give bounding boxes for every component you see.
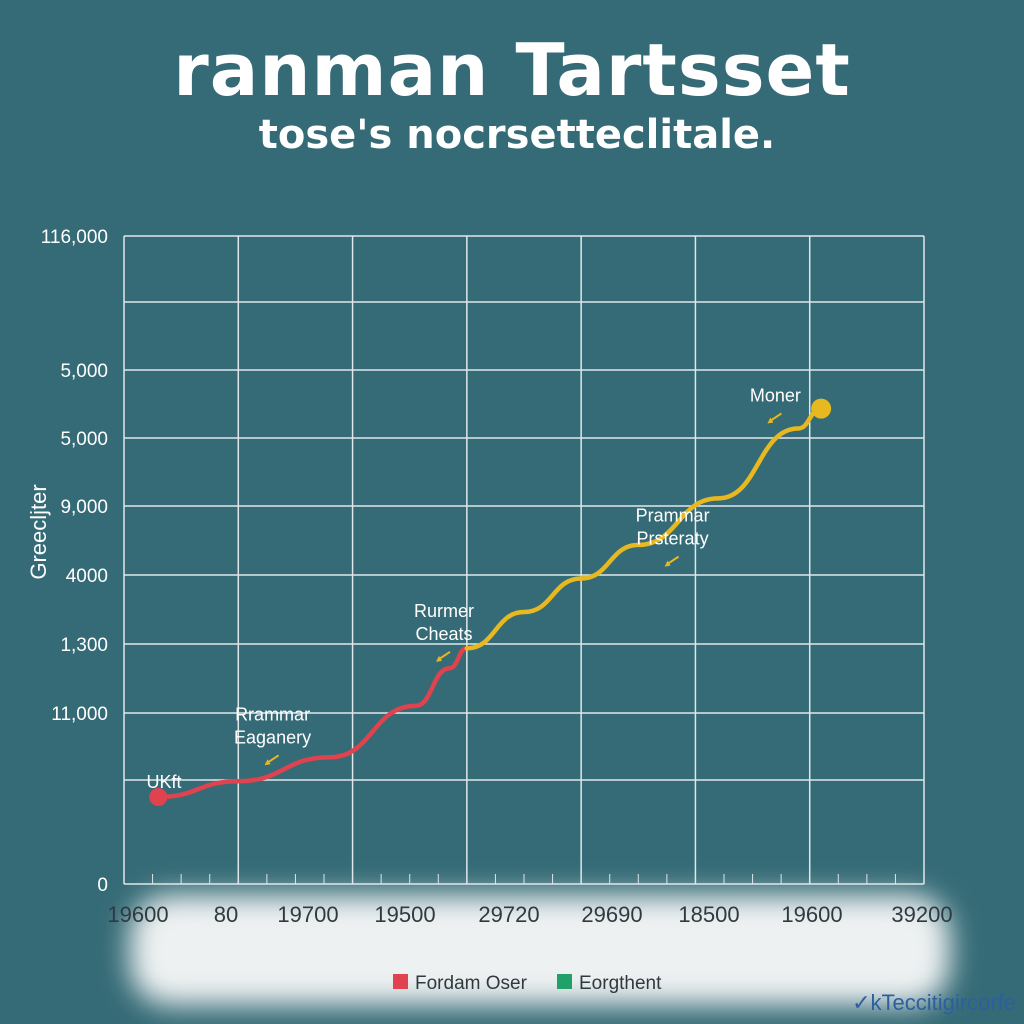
y-tick-label: 0 — [97, 875, 108, 896]
annotation-label: Prsteraty — [637, 529, 709, 549]
y-tick-label: 4000 — [66, 566, 108, 587]
legend-label: Fordam Oser — [415, 973, 528, 994]
annotation: Rrammar Eaganery — [234, 704, 311, 766]
x-tick-label: 19500 — [374, 902, 435, 927]
annotation-label: Rrammar — [235, 704, 310, 724]
x-tick-label: 29720 — [478, 902, 539, 927]
annotation-arrowhead — [767, 417, 774, 424]
annotation-arrowhead — [664, 560, 671, 567]
x-tick-label: 19700 — [277, 902, 338, 927]
y-tick-label: 1,300 — [60, 635, 108, 656]
x-tick-label: 80 — [214, 902, 238, 927]
x-tick-label: 29690 — [581, 902, 642, 927]
series-start-point — [149, 788, 168, 807]
series-line-1 — [156, 646, 470, 800]
legend-swatch — [557, 974, 572, 989]
y-tick-label: 9,000 — [60, 497, 108, 518]
annotation-arrowhead — [436, 655, 442, 662]
series-end-point — [811, 398, 832, 419]
annotation: Rurmer Cheats — [414, 601, 474, 662]
x-tick-label: 19600 — [107, 902, 168, 927]
annotation-label: Moner — [750, 385, 801, 405]
y-tick-label: 116,000 — [41, 227, 108, 248]
watermark-logo: ✓kTeccitigircorfe — [852, 990, 1016, 1015]
chart-subtitle: tose's nocrsettecli­tale. — [258, 112, 776, 158]
annotation: Moner — [750, 385, 801, 424]
bottom-band — [130, 895, 950, 1005]
series-line-2 — [464, 406, 824, 651]
y-tick-label: 5,000 — [60, 361, 108, 382]
annotation-arrowhead — [264, 759, 271, 766]
y-axis-label: Greecljter — [26, 484, 51, 579]
y-tick-label: 5,000 — [60, 429, 108, 450]
x-tick-label: 19600 — [781, 902, 842, 927]
chart-title: ranman Tartsset — [173, 28, 851, 112]
legend-swatch — [393, 974, 408, 989]
annotation-label: UKft — [146, 772, 181, 792]
annotation: Prammar Prsteraty — [636, 506, 710, 567]
y-tick-label: 11,000 — [51, 704, 108, 725]
legend-label: Eorgthent — [579, 973, 662, 994]
annotation-label: Eaganery — [234, 727, 311, 747]
x-tick-label: 39200 — [891, 902, 952, 927]
annotation-label: Prammar — [636, 506, 710, 526]
x-tick-label: 18500 — [678, 902, 739, 927]
annotation-label: Cheats — [415, 624, 472, 644]
annotation-label: Rurmer — [414, 601, 474, 621]
annotation: UKft — [146, 772, 181, 792]
